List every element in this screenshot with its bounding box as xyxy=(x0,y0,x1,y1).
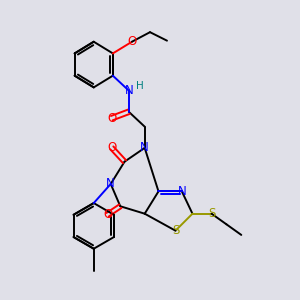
Text: O: O xyxy=(127,35,136,48)
Text: N: N xyxy=(178,185,186,198)
Text: N: N xyxy=(140,141,149,154)
Text: S: S xyxy=(172,224,179,237)
Text: O: O xyxy=(107,141,116,154)
Text: N: N xyxy=(124,84,133,97)
Text: O: O xyxy=(107,112,116,125)
Text: N: N xyxy=(106,178,115,190)
Text: O: O xyxy=(103,208,112,221)
Text: S: S xyxy=(208,207,215,220)
Text: H: H xyxy=(136,81,143,91)
